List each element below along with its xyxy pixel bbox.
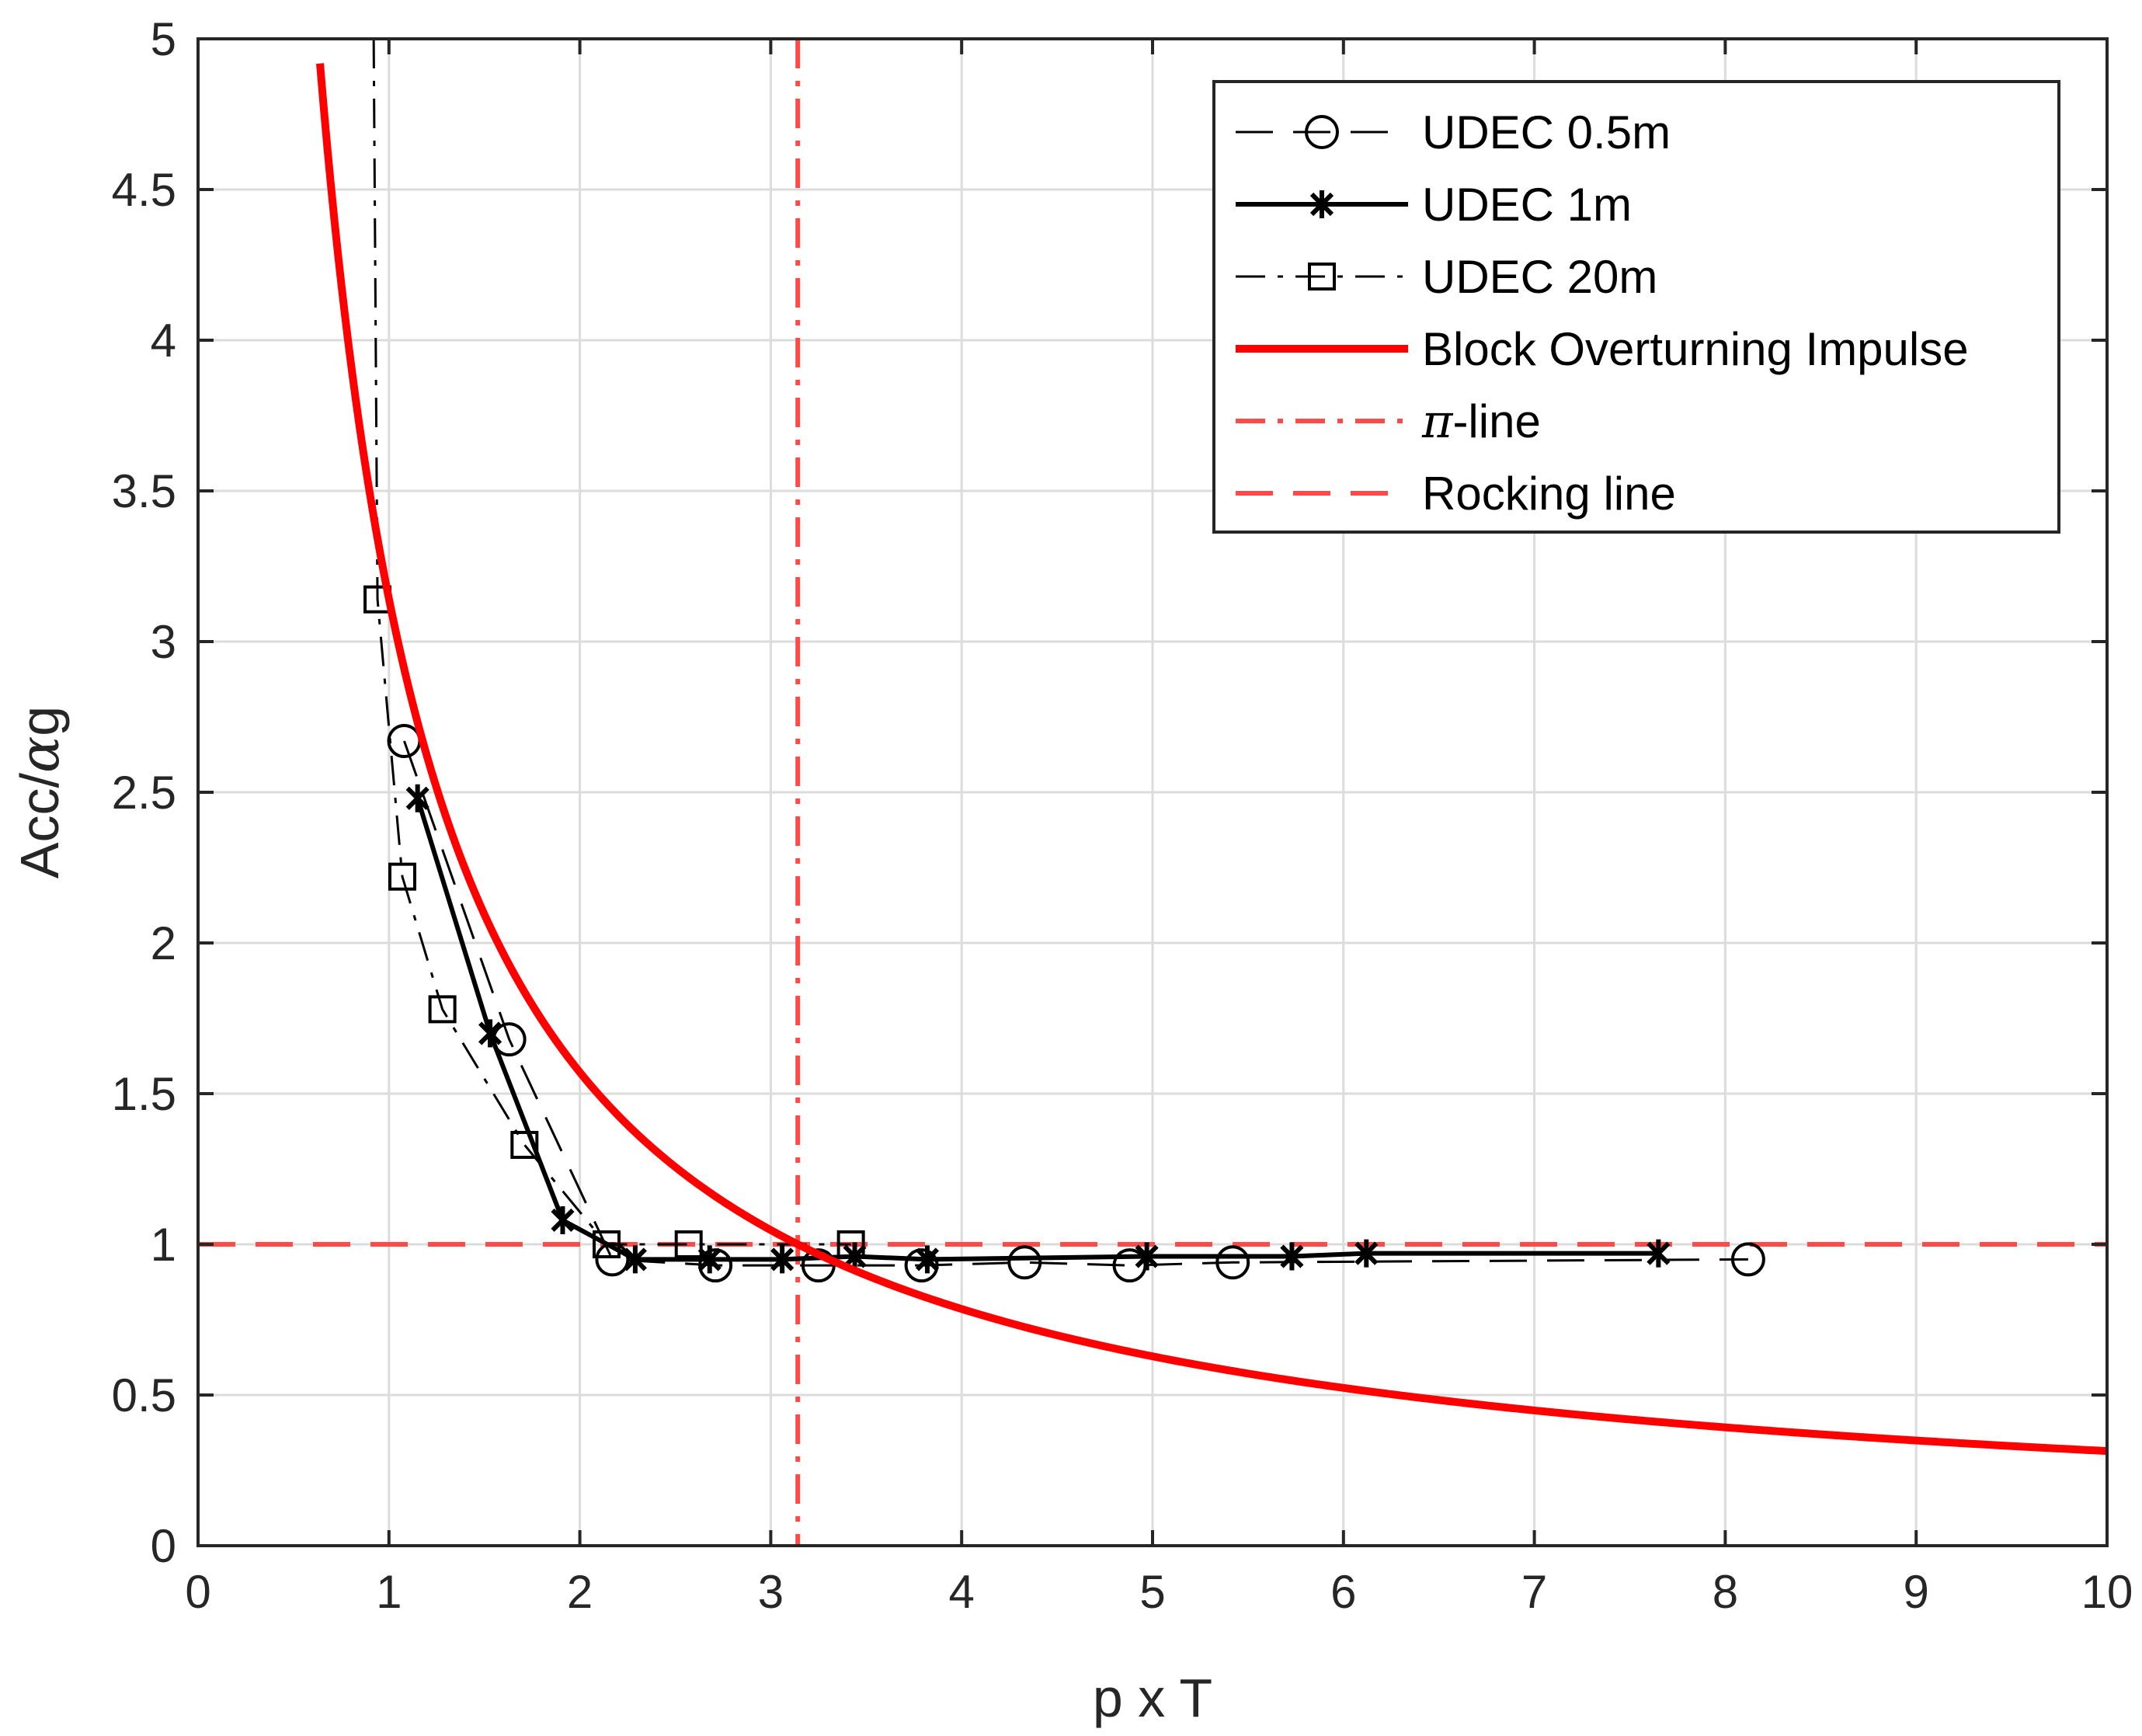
- circle-marker: [904, 1248, 939, 1283]
- square-marker: [1308, 263, 1336, 290]
- legend-samples: [1236, 115, 1408, 496]
- x-tick-label: 7: [1521, 1566, 1547, 1618]
- x-tick-label: 8: [1713, 1566, 1738, 1618]
- circle-marker: [1007, 1245, 1042, 1280]
- asterisk-stroke: [1646, 1241, 1671, 1265]
- y-tick-label: 5: [151, 13, 176, 65]
- legend-label-udec-20m: UDEC 20m: [1422, 251, 1657, 303]
- y-axis-label-alpha: α: [8, 736, 71, 773]
- y-tick-label: 4: [151, 315, 176, 367]
- asterisk-stroke: [551, 1208, 575, 1233]
- square-marker: [428, 995, 457, 1024]
- y-axis-label-prefix: Acc/: [9, 772, 70, 878]
- asterisk-marker: [697, 1245, 722, 1274]
- asterisk-stroke: [697, 1247, 722, 1272]
- reference-lines: [198, 39, 2107, 1546]
- legend-label-udec-05m: UDEC 0.5m: [1422, 106, 1671, 158]
- x-axis-label: p x T: [1093, 1668, 1212, 1728]
- series-line-block-overturning: [316, 63, 2108, 1456]
- y-axis-label-suffix: g: [9, 706, 70, 736]
- y-tick-label: 3.5: [112, 465, 176, 517]
- asterisk-marker: [551, 1205, 575, 1234]
- data-series: [316, 38, 2108, 1456]
- x-tick-label: 10: [2081, 1566, 2133, 1618]
- x-tick-label: 1: [376, 1566, 402, 1618]
- asterisk-stroke: [1280, 1244, 1304, 1268]
- asterisk-stroke: [1135, 1244, 1159, 1268]
- asterisk-stroke: [405, 786, 429, 810]
- legend-box: [1212, 80, 2060, 534]
- legend-label-udec-1m: UDEC 1m: [1422, 179, 1632, 231]
- y-tick-label: 1: [151, 1219, 176, 1271]
- circle-marker: [1215, 1245, 1250, 1280]
- asterisk-marker: [478, 1019, 502, 1048]
- circle-marker: [698, 1248, 733, 1283]
- legend: UDEC 0.5m UDEC 1m UDEC 20m Block Overtur…: [1212, 80, 2060, 534]
- y-tick-label: 1.5: [112, 1068, 176, 1120]
- asterisk-marker: [623, 1245, 647, 1274]
- legend-pi-symbol: π: [1421, 395, 1454, 449]
- asterisk-marker: [1309, 190, 1334, 218]
- asterisk-marker: [1280, 1242, 1304, 1271]
- asterisk-marker: [1354, 1239, 1379, 1268]
- y-tick-label: 2.5: [112, 767, 176, 819]
- asterisk-stroke: [1354, 1241, 1379, 1265]
- x-tick-label: 9: [1904, 1566, 1929, 1618]
- asterisk-stroke: [478, 1021, 502, 1045]
- asterisk-stroke: [915, 1247, 940, 1272]
- x-tick-label: 0: [185, 1566, 210, 1618]
- y-tick-label: 2: [151, 917, 176, 969]
- axis-tick-labels: 0 1 2 3 4 5 6 7 8 9 10 0 0.5 1 1.5 2 2.5 3 3.5 4 4.5 5: [112, 13, 2133, 1618]
- asterisk-marker: [1646, 1239, 1671, 1268]
- square-marker: [836, 1230, 865, 1258]
- y-tick-label: 0: [151, 1520, 176, 1572]
- asterisk-marker: [770, 1245, 795, 1274]
- square-marker: [510, 1130, 539, 1159]
- y-tick-label: 4.5: [112, 164, 176, 216]
- square-marker: [674, 1230, 703, 1258]
- square-marker: [593, 1230, 621, 1258]
- x-tick-label: 5: [1139, 1566, 1165, 1618]
- x-tick-label: 2: [567, 1566, 593, 1618]
- asterisk-marker: [915, 1245, 940, 1274]
- x-tick-label: 6: [1330, 1566, 1356, 1618]
- square-marker: [388, 862, 417, 891]
- circle-marker: [1305, 115, 1339, 149]
- x-tick-label: 4: [949, 1566, 975, 1618]
- y-tick-label: 3: [151, 616, 176, 668]
- asterisk-marker: [405, 784, 429, 812]
- circle-marker: [1730, 1242, 1765, 1277]
- asterisk-stroke: [1309, 192, 1334, 217]
- legend-label-rocking-line: Rocking line: [1422, 468, 1676, 520]
- y-axis-label: Acc/αg: [8, 706, 71, 878]
- asterisk-stroke: [770, 1247, 795, 1272]
- axis-ticks: [196, 37, 2109, 1547]
- legend-label-pi-line: π-line: [1421, 395, 1541, 449]
- legend-label-block-overturning: Block Overturning Impulse: [1422, 323, 1969, 375]
- series-line-udec-05m: [403, 740, 1748, 1267]
- x-tick-label: 3: [758, 1566, 784, 1618]
- legend-pi-suffix: -line: [1452, 395, 1540, 447]
- asterisk-marker: [1135, 1242, 1159, 1271]
- asterisk-stroke: [623, 1247, 647, 1272]
- y-tick-label: 0.5: [112, 1369, 176, 1421]
